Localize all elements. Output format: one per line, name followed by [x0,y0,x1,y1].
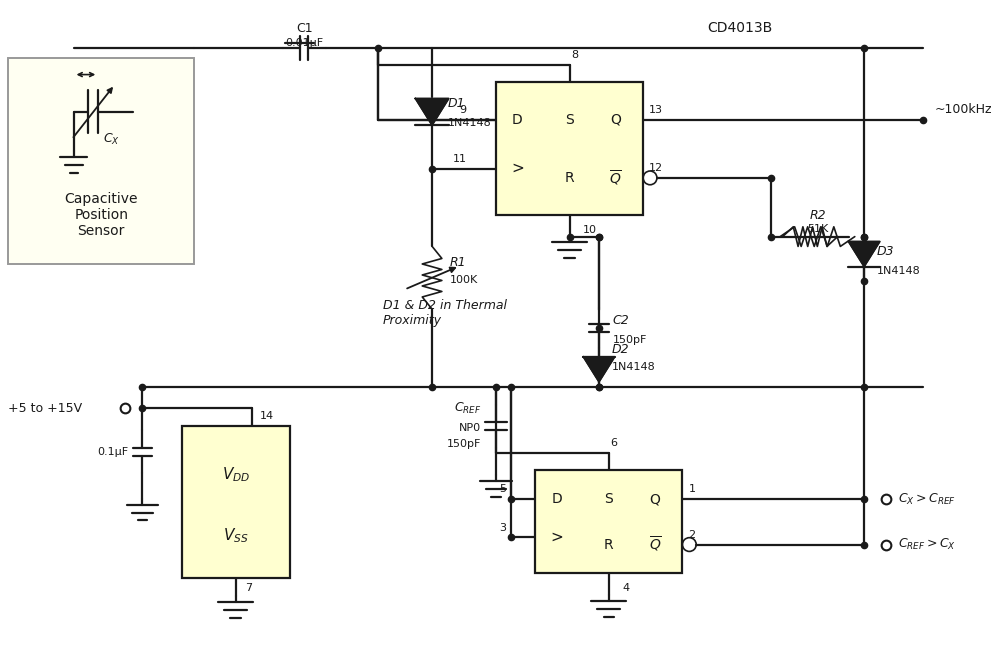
Text: 11: 11 [452,154,466,164]
Text: $\overline{Q}$: $\overline{Q}$ [609,168,622,187]
Bar [496,82,643,215]
Text: 150pF: 150pF [447,439,481,449]
Text: 0.01µF: 0.01µF [285,38,323,48]
Text: 1N4148: 1N4148 [877,266,921,276]
Text: C2: C2 [613,314,629,327]
Polygon shape [415,98,449,125]
Text: 7: 7 [245,583,253,593]
Text: D: D [512,113,523,126]
Text: D1: D1 [448,97,465,110]
Text: Capacitive
Position
Sensor: Capacitive Position Sensor [64,192,138,238]
Text: C1: C1 [296,22,313,35]
Text: D: D [551,492,562,506]
Text: 100K: 100K [450,275,478,284]
Text: +5 to +15V: +5 to +15V [8,402,82,415]
Text: CD4013B: CD4013B [707,21,772,36]
Bar [8,58,194,264]
Text: $C_{REF}$: $C_{REF}$ [454,401,481,416]
Text: Q: Q [650,492,660,506]
Text: 5: 5 [499,484,506,494]
Text: >: > [550,530,563,545]
Text: 3: 3 [499,522,506,533]
Text: 150pF: 150pF [613,335,647,345]
Text: 8: 8 [571,50,578,60]
Text: 1: 1 [688,484,695,494]
Text: 0.1µF: 0.1µF [98,446,129,457]
Text: $V_{SS}$: $V_{SS}$ [223,526,248,545]
Bar [182,426,290,578]
Text: D1 & D2 in Thermal
Proximity: D1 & D2 in Thermal Proximity [383,299,507,327]
Text: D2: D2 [612,343,629,356]
Text: 2: 2 [688,529,695,540]
Text: 9: 9 [459,105,466,115]
Text: 13: 13 [649,105,663,115]
Text: $\overline{Q}$: $\overline{Q}$ [649,535,661,554]
Text: R2: R2 [809,209,826,222]
Text: NP0: NP0 [459,423,481,433]
Text: 4: 4 [623,583,630,593]
Text: 1N4148: 1N4148 [448,118,492,128]
Text: 14: 14 [260,411,274,421]
Text: $C_X > C_{REF}$: $C_X > C_{REF}$ [898,492,956,507]
Text: $C_{REF} > C_X$: $C_{REF} > C_X$ [898,537,956,552]
Text: S: S [604,492,613,506]
Text: 1N4148: 1N4148 [612,362,656,372]
Text: R1: R1 [450,255,466,268]
Text: D3: D3 [877,245,895,258]
Text: 10: 10 [583,225,597,235]
Text: >: > [511,161,524,176]
Polygon shape [848,242,880,267]
Text: $V_{DD}$: $V_{DD}$ [222,465,250,484]
Text: 6: 6 [610,438,617,448]
Text: ~100kHz: ~100kHz [935,103,992,116]
Text: R: R [565,171,574,185]
Text: Q: Q [610,113,621,126]
Text: $C_X$: $C_X$ [103,132,120,147]
Polygon shape [583,357,615,382]
Text: R: R [604,538,614,551]
Bar [535,470,682,573]
Text: 12: 12 [649,163,663,173]
Text: 51K: 51K [807,224,828,234]
Text: S: S [565,113,574,126]
